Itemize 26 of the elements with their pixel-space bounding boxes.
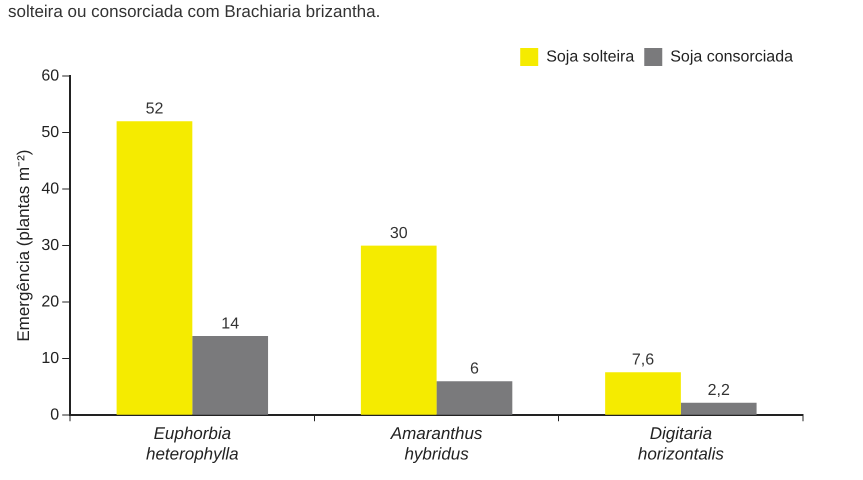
y-tick-label: 0 <box>50 406 60 424</box>
bar <box>116 121 192 415</box>
data-label: 30 <box>390 225 408 242</box>
bar <box>360 246 437 415</box>
bar <box>605 372 681 415</box>
y-tick-label: 20 <box>41 294 60 311</box>
text: solteira ou consorciada com Brachiaria brizantha. <box>8 2 380 22</box>
data-label: 7,6 <box>632 352 654 369</box>
legend-label: Soja consorciada <box>670 48 794 66</box>
x-tick-label: Amaranthus hybridus <box>390 424 483 464</box>
y-tick-label: 50 <box>41 124 60 141</box>
x-tick-label: Euphorbia heterophylla <box>146 424 239 464</box>
y-tick-label: 40 <box>41 180 60 198</box>
data-label: 14 <box>221 315 240 332</box>
data-label: 52 <box>146 100 164 118</box>
y-tick-label: 60 <box>41 67 60 84</box>
data-label: 2,2 <box>708 382 730 400</box>
y-tick-label: 30 <box>41 237 60 254</box>
y-tick-label: 10 <box>41 350 60 368</box>
y-axis-title: Emergência (plantas m⁻²) <box>14 150 33 342</box>
bar <box>192 336 268 415</box>
bar <box>436 381 512 415</box>
x-tick-label: Digitaria horizontalis <box>638 424 724 464</box>
bar <box>680 402 757 415</box>
data-label: 6 <box>470 360 480 378</box>
legend-label: Soja solteira <box>546 48 634 66</box>
